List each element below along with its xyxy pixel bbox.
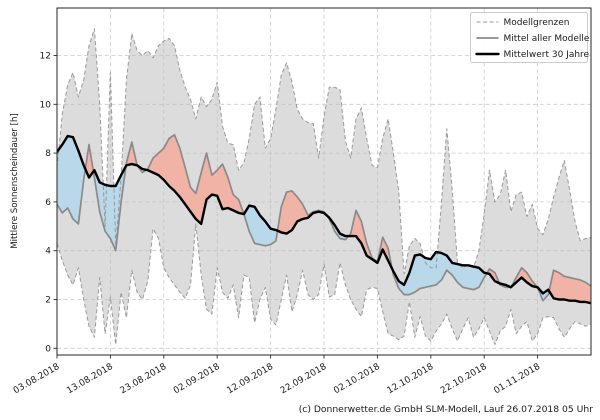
- x-tick-label: 12.09.2018: [225, 362, 275, 397]
- axes-frame: [53, 7, 592, 359]
- y-tick-label: 0: [45, 344, 51, 354]
- climate-mean-path: [57, 134, 591, 305]
- model-bounds-dashed-lines: [57, 28, 591, 346]
- legend-label: Modellgrenzen: [504, 18, 570, 28]
- x-tick-label: 13.08.2018: [65, 362, 115, 397]
- y-axis-label: Mittlere Sonnenscheindauer [h]: [10, 113, 20, 249]
- legend-label: Mittelwert 30 Jahre: [504, 50, 590, 60]
- legend-label: Mittel aller Modelle: [504, 34, 590, 44]
- y-tick-labels: 0 2 4 6 8 10 12: [40, 52, 52, 355]
- y-tick-label: 10: [40, 100, 52, 110]
- x-tick-label: 01.11.2018: [492, 362, 542, 397]
- legend-box: [470, 12, 588, 63]
- y-tick-label: 12: [40, 52, 51, 62]
- legend: Modellgrenzen Mittel aller Modelle Mittelw…: [470, 12, 590, 63]
- below-climate-area: [57, 136, 86, 224]
- below-climate-area: [392, 251, 487, 295]
- x-tick-label: 03.08.2018: [12, 362, 62, 397]
- y-tick-label: 4: [45, 247, 51, 257]
- below-climate-area: [243, 205, 278, 246]
- x-tick-label: 22.09.2018: [279, 362, 329, 397]
- x-tick-label: 02.09.2018: [172, 362, 222, 397]
- above-climate-area: [549, 270, 591, 304]
- above-climate-area: [510, 267, 538, 288]
- x-tick-label: 12.10.2018: [386, 362, 436, 397]
- copyright-note: (c) Donnerwetter.de GmbH SLM-Modell, Lau…: [299, 404, 594, 415]
- above-climate-area: [277, 190, 327, 234]
- x-tick-label: 23.08.2018: [119, 362, 169, 397]
- y-tick-label: 6: [45, 198, 51, 208]
- above-climate-area: [486, 269, 500, 284]
- climate-mean-line: [57, 134, 591, 305]
- y-tick-label: 8: [45, 149, 51, 159]
- x-tick-labels: 03.08.2018 13.08.2018 23.08.2018 02.09.2018…: [12, 362, 542, 397]
- above-climate-area: [348, 210, 393, 269]
- lower-bound-line: [57, 223, 591, 346]
- above-climate-area: [85, 144, 94, 178]
- upper-bound-line: [57, 28, 591, 275]
- y-tick-label: 2: [45, 296, 51, 306]
- above-climate-area: [126, 142, 138, 167]
- x-tick-label: 02.10.2018: [332, 362, 382, 397]
- anomaly-fills: [57, 134, 591, 304]
- x-tick-label: 22.10.2018: [439, 362, 489, 397]
